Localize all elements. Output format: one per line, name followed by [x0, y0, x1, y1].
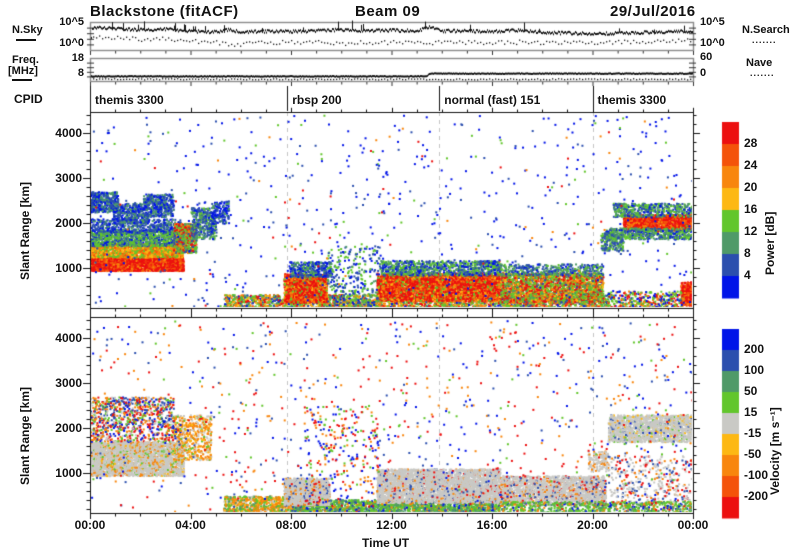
power-colorbar-tick: 8 [744, 246, 751, 260]
power-colorbar-title: Power [dB] [763, 211, 777, 275]
nave-dotted-line-icon: ....... [750, 68, 775, 78]
strip1-left-bottom-tick: 10^0 [59, 37, 84, 49]
xaxis-title: Time UT [362, 536, 410, 550]
beam-title: Beam 09 [355, 3, 421, 20]
strip1-left-top-tick: 10^5 [59, 16, 84, 28]
strip2-left-top-tick: 18 [71, 52, 84, 64]
nsearch-label: N.Search [742, 24, 790, 36]
power-colorbar-tick: 28 [744, 136, 758, 150]
power-colorbar-tick: 4 [744, 268, 751, 282]
cpid-label: CPID [14, 92, 43, 106]
velocity-colorbar-tick: -15 [744, 426, 762, 440]
freq-solid-line-icon [12, 79, 32, 81]
nave-label: Nave [746, 57, 773, 69]
xaxis-tick-label: 12:00 [376, 518, 407, 532]
velocity-colorbar-title: Velocity [m s⁻¹] [768, 407, 782, 495]
power-colorbar-tick: 12 [744, 224, 758, 238]
yaxis-tick-label: 4000 [55, 330, 82, 345]
freq-label-line2: [MHz] [8, 65, 38, 77]
yaxis-tick-label: 2000 [55, 420, 82, 435]
nsky-solid-line-icon [16, 39, 36, 41]
yaxis-tick-label: 3000 [55, 170, 82, 185]
strip1-right-top-tick: 10^5 [700, 16, 725, 28]
velocity-colorbar-tick: 100 [744, 363, 765, 377]
panel2-yaxis-title: Slant Range [km] [18, 386, 32, 485]
cpid-segment-label: themis 3300 [95, 93, 164, 107]
station-title: Blackstone (fitACF) [90, 3, 239, 20]
strip2-right-bottom-tick: 0 [700, 67, 707, 79]
strip2-left-bottom-tick: 8 [77, 67, 84, 79]
xaxis-tick-label: 00:00 [74, 518, 106, 532]
velocity-colorbar-tick: 15 [744, 405, 758, 419]
strip1-right-bottom-tick: 10^0 [700, 37, 725, 49]
freq-label-line1: Freq. [12, 54, 39, 66]
cpid-segment-label: rbsp 200 [292, 93, 342, 107]
date-title: 29/Jul/2016 [610, 3, 696, 20]
velocity-colorbar-tick: 50 [744, 384, 758, 398]
yaxis-tick-label: 1000 [55, 465, 82, 480]
velocity-colorbar-tick: -100 [744, 468, 769, 482]
xaxis-tick-label: 16:00 [476, 518, 508, 532]
velocity-colorbar-tick: -200 [744, 489, 769, 503]
yaxis-tick-label: 2000 [55, 215, 82, 230]
cpid-segment-label: normal (fast) 151 [444, 93, 541, 107]
nsky-label: N.Sky [12, 24, 43, 36]
yaxis-tick-label: 1000 [55, 260, 82, 275]
power-colorbar-tick: 16 [744, 202, 758, 216]
panel1-yaxis-title: Slant Range [km] [18, 181, 32, 280]
cpid-segment-label: themis 3300 [597, 93, 667, 107]
yaxis-tick-label: 4000 [55, 125, 82, 140]
xaxis-tick-label: 00:00 [677, 518, 709, 532]
power-colorbar-tick: 20 [744, 180, 758, 194]
xaxis-tick-label: 08:00 [275, 518, 307, 532]
strip2-right-top-tick: 60 [700, 51, 713, 63]
velocity-colorbar-tick: -50 [744, 447, 762, 461]
xaxis-tick-label: 20:00 [577, 518, 608, 532]
nsearch-dotted-line-icon: ....... [752, 35, 777, 45]
yaxis-tick-label: 3000 [55, 375, 82, 390]
velocity-colorbar-tick: 200 [744, 342, 765, 356]
xaxis-tick-label: 04:00 [175, 518, 206, 532]
power-colorbar-tick: 24 [744, 158, 758, 172]
